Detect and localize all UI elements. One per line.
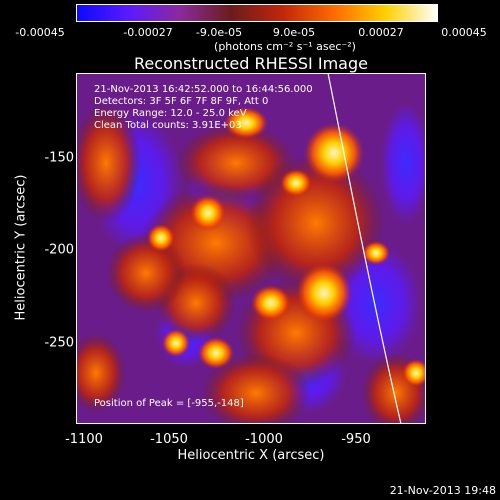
hot-source xyxy=(251,285,291,321)
hot-source xyxy=(224,107,268,139)
hot-source xyxy=(147,224,175,252)
y-tick-label: -200 xyxy=(44,242,74,258)
colorbar-tick-label: -0.00045 xyxy=(15,26,65,39)
colorbar xyxy=(76,4,438,22)
detectors-text: Detectors: 3F 5F 6F 7F 8F 9F, Att 0 xyxy=(94,96,269,107)
hot-source xyxy=(402,359,426,387)
colorbar-tick-label: -0.00027 xyxy=(123,26,173,39)
solar-limb-line xyxy=(327,73,402,424)
warm-emission xyxy=(76,333,126,413)
colorbar-tick-label: 9.0e-05 xyxy=(272,26,316,39)
y-tick-label: -250 xyxy=(44,335,74,351)
colorbar-tick-label: 0.00045 xyxy=(441,26,487,39)
x-tick-label: -1050 xyxy=(150,432,188,447)
clean-counts-text: Clean Total counts: 3.91E+03 xyxy=(94,120,242,131)
warm-emission xyxy=(106,233,186,313)
time-range-text: 21-Nov-2013 16:42:52.000 to 16:44:56.000 xyxy=(94,84,313,95)
warm-emission xyxy=(76,103,141,223)
x-tick-label: -950 xyxy=(341,432,371,447)
colorbar-units: (photons cm⁻² s⁻¹ asec⁻²) xyxy=(214,40,356,53)
hot-source xyxy=(162,329,190,357)
colorbar-gradient xyxy=(76,4,438,22)
colorbar-tick-label: -9.0e-05 xyxy=(195,26,243,39)
hot-source xyxy=(190,195,226,231)
image-title: Reconstructed RHESSI Image xyxy=(134,54,368,73)
hot-source xyxy=(362,241,390,265)
x-tick-label: -1100 xyxy=(65,432,103,447)
x-axis-label: Heliocentric X (arcsec) xyxy=(177,448,325,463)
hot-source xyxy=(296,263,352,323)
hot-source xyxy=(280,169,312,197)
negative-residual xyxy=(381,103,426,223)
y-tick-label: -150 xyxy=(44,150,74,166)
warm-emission xyxy=(201,353,311,424)
emission-regions xyxy=(76,103,426,424)
hot-source xyxy=(304,123,364,183)
y-axis-label: Heliocentric Y (arcsec) xyxy=(13,174,29,321)
timestamp: 21-Nov-2013 19:48 xyxy=(389,484,496,497)
hot-source xyxy=(198,337,234,369)
rhessi-image xyxy=(76,73,426,424)
peak-position-text: Position of Peak = [-955,-148] xyxy=(94,398,244,409)
x-tick-label: -1000 xyxy=(245,432,283,447)
colorbar-tick-label: 0.00027 xyxy=(358,26,404,39)
energy-range-text: Energy Range: 12.0 - 25.0 keV xyxy=(94,108,247,119)
